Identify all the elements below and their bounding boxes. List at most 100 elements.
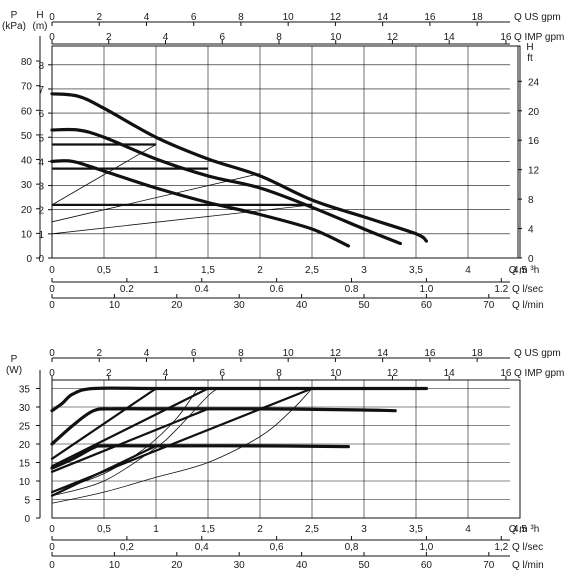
chart2-imp-gpm-axis-tick-label: 10 bbox=[330, 368, 342, 379]
chart1-kpa-tick-label: 80 bbox=[21, 57, 33, 68]
chart1-imp-gpm-axis-tick-label: 4 bbox=[163, 32, 169, 43]
chart1-lsec-axis-tick-label: 0.4 bbox=[195, 284, 209, 295]
chart2-m3h-label: Q m ³h bbox=[509, 524, 540, 535]
chart2-lsec-axis-label: Q l/sec bbox=[512, 542, 543, 553]
chart1-us-gpm-axis-tick-label: 16 bbox=[424, 12, 436, 23]
chart2-imp-gpm-axis-tick-label: 0 bbox=[49, 368, 55, 379]
chart1-pump-curve-2 bbox=[50, 127, 402, 246]
chart2-plot-frame bbox=[51, 379, 521, 519]
chart1-lsec-axis-label: Q l/sec bbox=[512, 284, 543, 295]
chart2-power-tick-label: 10 bbox=[19, 477, 31, 488]
chart2-m3h-tick-label: 4 bbox=[465, 524, 471, 535]
chart1-kpa-tick-label: 20 bbox=[21, 205, 33, 216]
chart2-lsec-axis-tick-label: 0,4 bbox=[195, 542, 209, 553]
chart1-head-m-tick-label: 2 bbox=[38, 206, 44, 217]
chart1-m3h-label: Q m ³h bbox=[509, 265, 540, 276]
chart1-us-gpm-axis-tick-label: 14 bbox=[377, 12, 389, 23]
chart2-us-gpm-axis-tick-label: 12 bbox=[330, 348, 342, 359]
chart1-kpa-tick-label: 60 bbox=[21, 106, 33, 117]
chart1-lmin-axis-tick-label: 0 bbox=[49, 300, 55, 311]
chart1-lsec-axis-tick-label: 0 bbox=[49, 284, 55, 295]
chart1-ft-tick-label: 0 bbox=[528, 254, 534, 265]
chart1-pump-curve-1 bbox=[50, 92, 428, 243]
chart1-lsec-axis-tick-label: 0.8 bbox=[345, 284, 359, 295]
chart1-m3h-tick-label: 0,5 bbox=[97, 265, 111, 276]
chart1-lmin-axis-tick-label: 10 bbox=[109, 300, 121, 311]
chart2-imp-gpm-axis-tick-label: 6 bbox=[219, 368, 225, 379]
chart1-lmin-axis-tick-label: 20 bbox=[171, 300, 183, 311]
chart2-m3h-tick-label: 2 bbox=[257, 524, 263, 535]
chart1-system-curve bbox=[51, 144, 157, 206]
chart1-kpa-tick-label: 40 bbox=[21, 156, 33, 167]
chart2-lsec-axis-tick-label: 1,2 bbox=[494, 542, 508, 553]
chart2-control-line bbox=[50, 387, 210, 468]
chart2-power-curve-1 bbox=[50, 386, 428, 413]
chart2-us-gpm-axis-tick-label: 18 bbox=[472, 348, 484, 359]
chart1-head-m-tick-label: 5 bbox=[38, 133, 44, 144]
chart2-control-line bbox=[50, 387, 158, 460]
chart2-lmin-axis-label: Q l/min bbox=[512, 560, 544, 571]
chart2-imp-gpm-axis-label: Q IMP gpm bbox=[514, 368, 564, 379]
chart2-imp-gpm-axis-tick-label: 2 bbox=[106, 368, 112, 379]
chart1-ft-label: ft bbox=[527, 53, 533, 64]
chart1-pump-curve-3 bbox=[50, 159, 350, 248]
chart1-us-gpm-axis-tick-label: 2 bbox=[96, 12, 102, 23]
chart1-m3h-tick-label: 4 bbox=[465, 265, 471, 276]
chart1-kpa-tick-label: 0 bbox=[26, 254, 32, 265]
chart1-kpa-tick-label: 10 bbox=[21, 229, 33, 240]
chart1-head-m-tick-label: 4 bbox=[38, 157, 44, 168]
chart2-lmin-axis-tick-label: 40 bbox=[296, 560, 308, 571]
chart1-lsec-axis-tick-label: 1.0 bbox=[419, 284, 433, 295]
chart2-imp-gpm-axis-tick-label: 8 bbox=[276, 368, 282, 379]
chart2-lmin-axis-tick-label: 30 bbox=[234, 560, 246, 571]
chart1-head-m-label: H bbox=[36, 10, 43, 21]
chart2-thin-curve bbox=[51, 388, 219, 497]
chart2-power-tick-label: 5 bbox=[24, 496, 30, 507]
chart1-head-m-label: (m) bbox=[33, 21, 48, 32]
chart2-power-curve-3 bbox=[50, 444, 350, 470]
chart1-imp-gpm-axis-label: Q IMP gpm bbox=[514, 32, 564, 43]
chart1-ft-tick-label: 12 bbox=[528, 166, 540, 177]
chart1-us-gpm-axis-tick-label: 8 bbox=[238, 12, 244, 23]
chart2-us-gpm-axis-tick-label: 4 bbox=[144, 348, 150, 359]
chart2-control-line bbox=[50, 444, 158, 497]
chart2-imp-gpm-axis-tick-label: 14 bbox=[444, 368, 456, 379]
chart2-m3h-tick-label: 2,5 bbox=[305, 524, 319, 535]
chart2-lmin-axis-tick-label: 70 bbox=[483, 560, 495, 571]
chart1-lmin-axis-tick-label: 40 bbox=[296, 300, 308, 311]
chart2-power-tick-label: 25 bbox=[19, 422, 31, 433]
chart1-plot-frame bbox=[51, 45, 521, 259]
chart1-m3h-tick-label: 1,5 bbox=[201, 265, 215, 276]
chart1-us-gpm-axis-tick-label: 18 bbox=[472, 12, 484, 23]
chart2-m3h-tick-label: 3,5 bbox=[409, 524, 423, 535]
chart1-ft-label: H bbox=[526, 42, 533, 53]
chart1-m3h-tick-label: 3 bbox=[361, 265, 367, 276]
chart2-us-gpm-axis-tick-label: 16 bbox=[424, 348, 436, 359]
chart1-lsec-axis-tick-label: 0.6 bbox=[270, 284, 284, 295]
chart2-imp-gpm-axis-tick-label: 12 bbox=[387, 368, 399, 379]
chart2-us-gpm-axis-tick-label: 6 bbox=[191, 348, 197, 359]
chart2-lsec-axis-tick-label: 0,8 bbox=[345, 542, 359, 553]
chart2-lsec-axis-tick-label: 1,0 bbox=[419, 542, 433, 553]
chart1-imp-gpm-axis-tick-label: 6 bbox=[219, 32, 225, 43]
chart1-lmin-axis-label: Q l/min bbox=[512, 300, 544, 311]
chart1-imp-gpm-axis-tick-label: 0 bbox=[49, 32, 55, 43]
chart2-us-gpm-axis-label: Q US gpm bbox=[514, 348, 561, 359]
chart2-power-curve-2 bbox=[50, 407, 397, 446]
chart1-kpa-tick-label: 70 bbox=[21, 82, 33, 93]
chart1-ft-tick-label: 16 bbox=[528, 136, 540, 147]
chart1-m3h-tick-label: 4,5 bbox=[513, 265, 527, 276]
chart2-m3h-tick-label: 4,5 bbox=[513, 524, 527, 535]
chart2-power-label: P bbox=[11, 354, 18, 365]
chart1-head-m-tick-label: 0 bbox=[38, 254, 44, 265]
chart2-imp-gpm-axis-tick-label: 4 bbox=[163, 368, 169, 379]
chart1-kpa-tick-label: 50 bbox=[21, 131, 33, 142]
chart2-lmin-axis-tick-label: 0 bbox=[49, 560, 55, 571]
chart2-power-tick-label: 15 bbox=[19, 459, 31, 470]
chart1-lmin-axis-tick-label: 60 bbox=[421, 300, 433, 311]
chart2-us-gpm-axis-tick-label: 14 bbox=[377, 348, 389, 359]
chart2-power-tick-label: 35 bbox=[19, 385, 31, 396]
chart1-us-gpm-axis-tick-label: 10 bbox=[283, 12, 295, 23]
chart2-lsec-axis-tick-label: 0,6 bbox=[270, 542, 284, 553]
